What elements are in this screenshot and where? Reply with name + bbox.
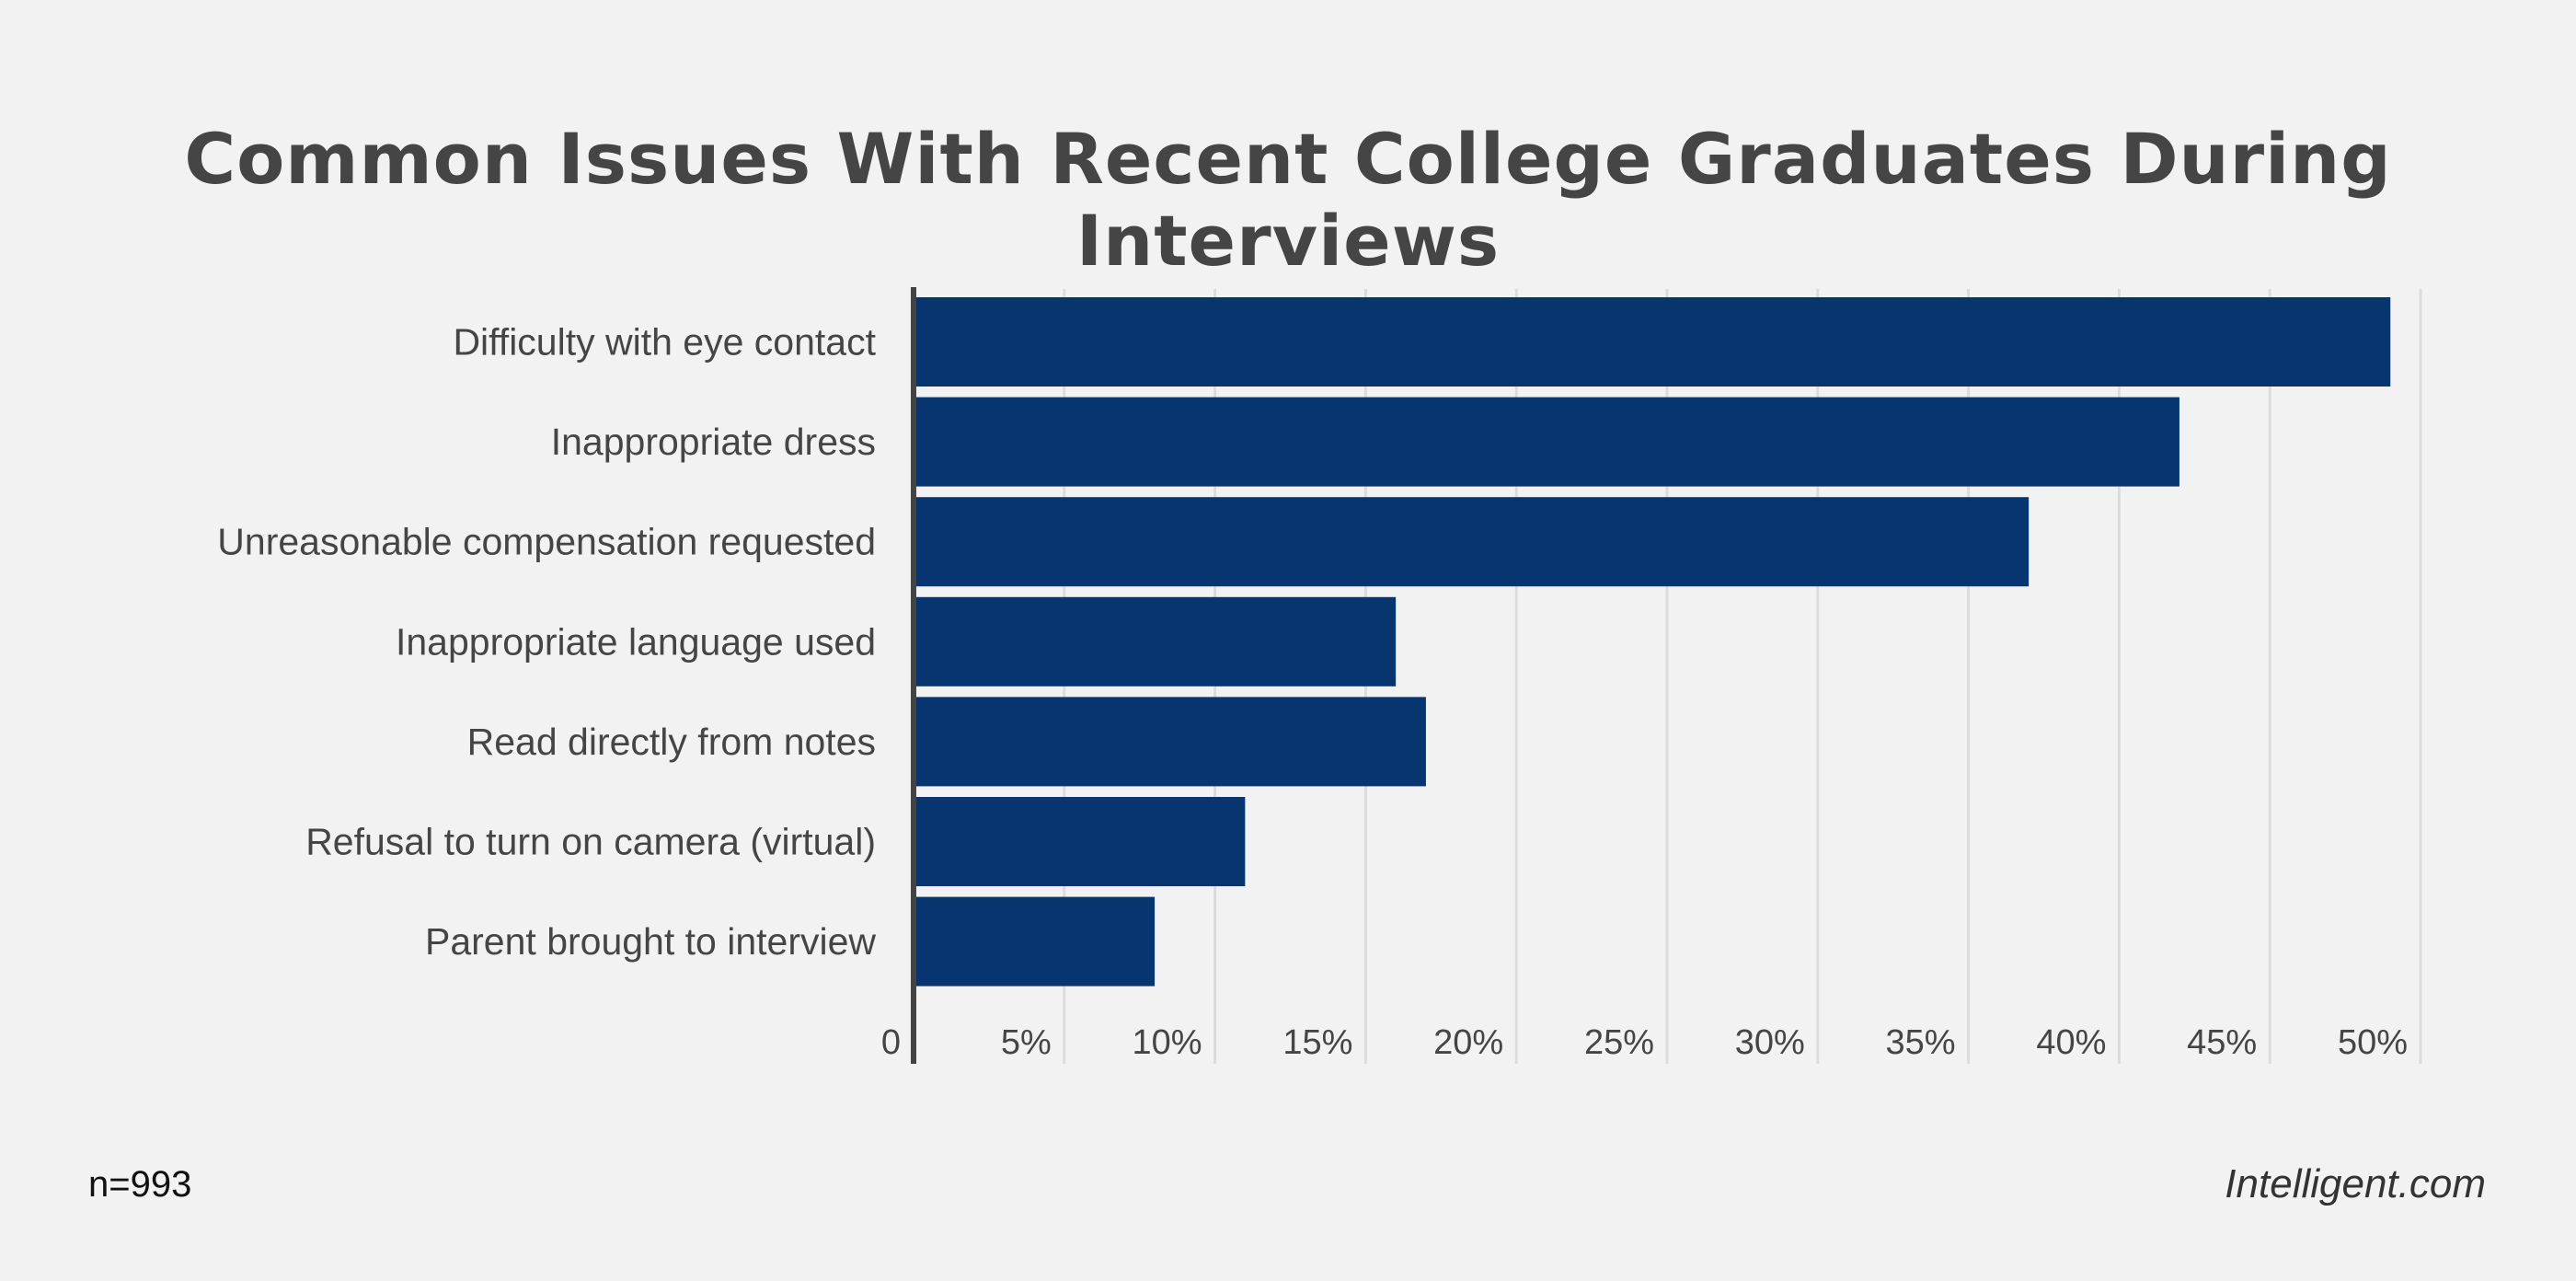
x-tick-label: 10% [1133,1023,1202,1062]
bar [914,297,2391,387]
x-tick-label: 35% [1886,1023,1956,1062]
category-label: Refusal to turn on camera (virtual) [305,821,876,863]
category-label: Unreasonable compensation requested [217,521,876,563]
chart-title: Common Issues With Recent College Gradua… [184,118,2392,282]
brand-logo: Intelligent.com [2225,1161,2486,1206]
sample-size: n=993 [88,1164,192,1205]
x-tick-label: 20% [1433,1023,1503,1062]
category-label: Parent brought to interview [425,920,876,963]
x-tick-label: 5% [1001,1023,1052,1062]
bar [914,596,1397,687]
bar [914,797,1246,886]
category-label: Inappropriate language used [396,620,876,663]
bar [914,497,2030,587]
x-tick-label: 15% [1282,1023,1352,1062]
x-tick-label: 50% [2338,1023,2408,1062]
category-label: Inappropriate dress [551,421,876,463]
x-tick-label: 0 [881,1023,901,1062]
category-label: Read directly from notes [467,721,876,763]
x-tick-label: 40% [2036,1023,2106,1062]
bar [914,896,1156,987]
x-tick-label: 45% [2187,1023,2257,1062]
bar [914,697,1426,787]
x-tick-label: 25% [1584,1023,1654,1062]
category-label: Difficulty with eye contact [453,321,876,364]
bar [914,397,2179,487]
x-tick-label: 30% [1735,1023,1805,1062]
